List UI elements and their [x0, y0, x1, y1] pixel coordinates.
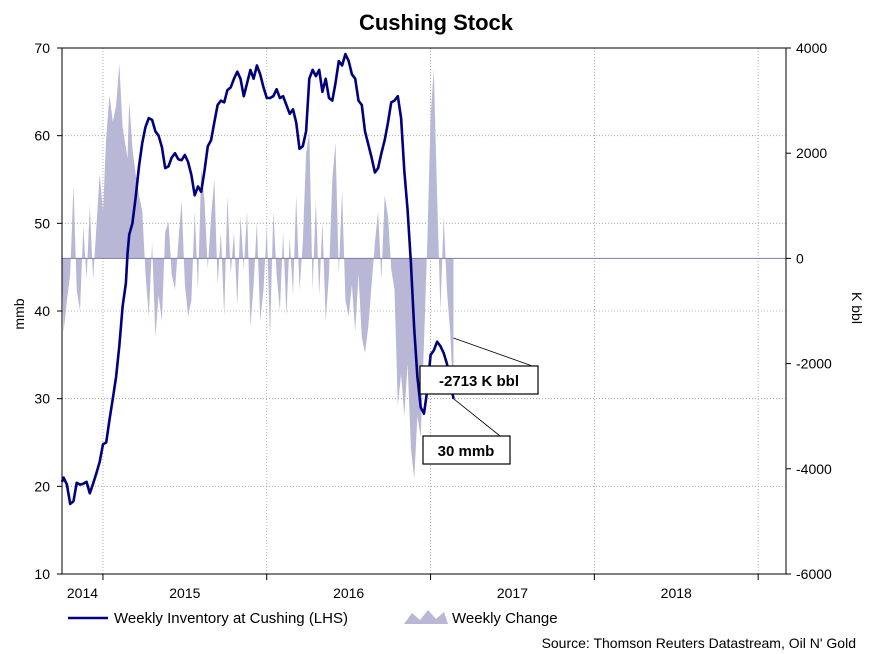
- left-tick-label: 20: [34, 478, 50, 494]
- left-axis-label: mmb: [11, 298, 27, 329]
- left-tick-label: 50: [34, 215, 50, 231]
- x-tick-label: 2016: [333, 585, 364, 601]
- legend-label-weekly-change: Weekly Change: [452, 610, 558, 627]
- right-tick-label: -6000: [796, 566, 832, 582]
- right-axis-label: K bbl: [849, 292, 865, 324]
- weekly-change-area: [62, 63, 454, 480]
- annotations: -2713 K bbl 30 mmb: [419, 337, 539, 465]
- right-tick-label: 0: [796, 250, 804, 266]
- right-axis-ticks: -6000 -4000 -2000 0 2000 4000: [786, 40, 832, 582]
- left-tick-label: 30: [34, 391, 50, 407]
- inventory-line: [60, 52, 455, 506]
- right-tick-label: 4000: [796, 40, 827, 56]
- x-tick-label: 2018: [661, 585, 692, 601]
- left-tick-label: 70: [34, 40, 50, 56]
- legend: Weekly Inventory at Cushing (LHS) Weekly…: [68, 610, 558, 627]
- left-axis-ticks: 10 20 30 40 50 60 70: [34, 40, 62, 582]
- x-tick-label: 2017: [497, 585, 528, 601]
- inventory-line-layer: [60, 52, 455, 506]
- annotation-box-inventory: [422, 435, 511, 465]
- left-tick-label: 40: [34, 303, 50, 319]
- annotation-weekly-change: -2713 K bbl: [439, 373, 519, 390]
- x-tick-label: 2014: [67, 585, 98, 601]
- right-tick-label: -2000: [796, 356, 832, 372]
- weekly-change-area-layer: [62, 63, 454, 480]
- legend-area-swatch: [404, 610, 448, 624]
- x-axis-ticks: 2014 2015 2016 2017 2018: [67, 574, 759, 601]
- annotation-box-weekly-change: [419, 365, 539, 395]
- chart-title: Cushing Stock: [359, 10, 514, 35]
- left-tick-label: 10: [34, 566, 50, 582]
- annotation-inventory: 30 mmb: [438, 443, 495, 460]
- source-note: Source: Thomson Reuters Datastream, Oil …: [542, 635, 856, 651]
- left-tick-label: 60: [34, 128, 50, 144]
- right-tick-label: 2000: [796, 145, 827, 161]
- x-tick-label: 2015: [169, 585, 200, 601]
- right-tick-label: -4000: [796, 461, 832, 477]
- annotation-leader-weekly-change: [453, 337, 539, 369]
- legend-label-inventory: Weekly Inventory at Cushing (LHS): [114, 610, 348, 627]
